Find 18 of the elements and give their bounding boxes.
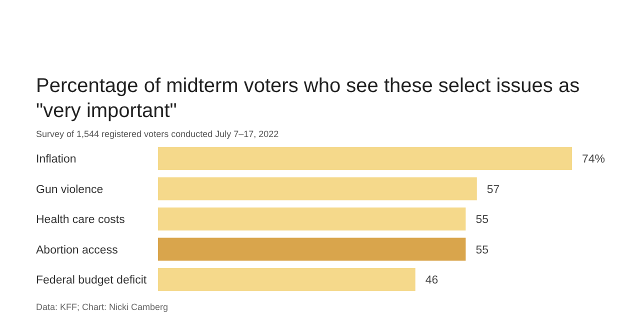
y-tick-label: Abortion access (36, 244, 118, 256)
bar (158, 268, 416, 291)
chart-title: Percentage of midterm voters who see these select issues as "very important" (36, 75, 580, 122)
data-label: 46 (425, 274, 438, 287)
bar (158, 147, 572, 170)
y-tick-label: Gun violence (36, 184, 104, 196)
bar (158, 208, 466, 230)
text: Data: KFF; Chart: Nicki Camberg (36, 302, 168, 312)
chart-subtitle: Survey of 1,544 registered voters conducted July 7–17, 2022 (36, 129, 279, 139)
data-label: 57 (486, 184, 500, 196)
bar (158, 238, 466, 261)
bar (158, 177, 477, 200)
y-tick-label: Health care costs (36, 214, 126, 226)
data-label: 55 (476, 244, 488, 256)
data-label: 55 (476, 214, 488, 226)
data-label: 74% (582, 154, 606, 166)
y-tick-label: Inflation (36, 154, 76, 166)
y-tick-label: Federal budget deficit (36, 274, 148, 287)
